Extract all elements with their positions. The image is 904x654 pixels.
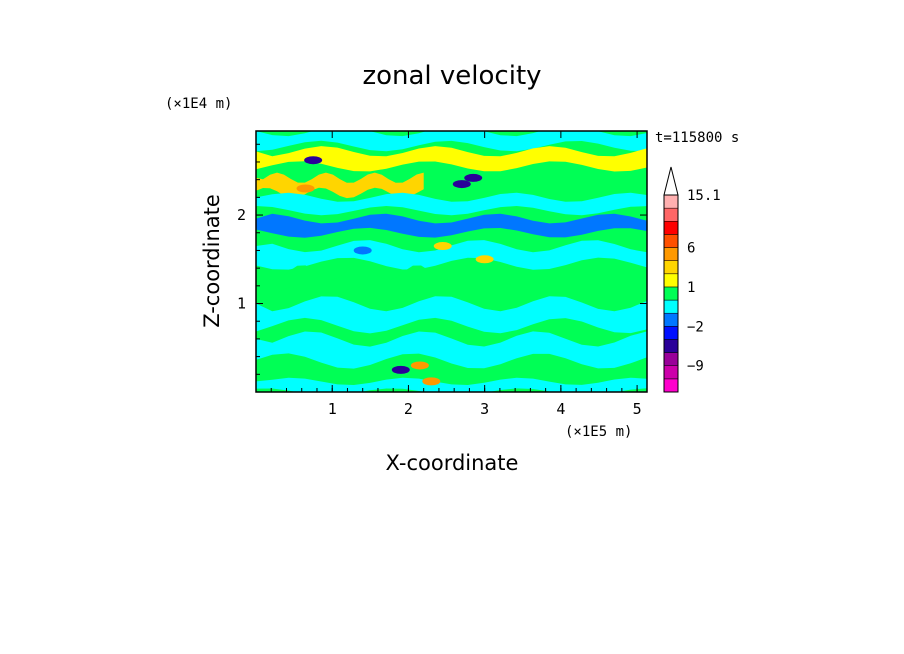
- x-tick-label: 2: [404, 400, 413, 418]
- field-blob: [433, 242, 452, 251]
- colorbar-segment: [663, 234, 679, 248]
- y-axis-label: Z-coordinate: [200, 194, 224, 328]
- field-band: [256, 265, 455, 303]
- y-tick-label: 2: [237, 206, 246, 224]
- colorbar-label: 1: [687, 280, 695, 296]
- colorbar: 15.1 6 1 −2 −9: [663, 166, 721, 393]
- colorbar-overflow-arrow: [663, 166, 679, 196]
- colorbar-segment: [663, 365, 679, 380]
- x-tick-label: 4: [556, 400, 565, 418]
- x-axis-label: X-coordinate: [386, 451, 519, 475]
- field-blob: [391, 365, 410, 374]
- field-band: [256, 377, 647, 392]
- colorbar-segment: [663, 299, 679, 314]
- field-band: [256, 331, 647, 369]
- colorbar-segment: [663, 247, 679, 261]
- colorbar-segment: [663, 339, 679, 353]
- field-band: [256, 131, 647, 152]
- field-blob: [353, 246, 372, 255]
- colorbar-segment: [663, 352, 679, 366]
- colorbar-segment: [663, 260, 679, 275]
- colorbar-label: 6: [687, 241, 695, 257]
- colorbar-label: −2: [687, 319, 704, 335]
- colorbar-frame: [663, 194, 679, 393]
- y-scale-label: (×1E4 m): [165, 96, 232, 112]
- field-blob: [410, 361, 429, 370]
- field-blob: [452, 180, 471, 189]
- colorbar-label: −9: [687, 359, 704, 375]
- field-blob: [475, 255, 494, 264]
- colorbar-segment: [663, 286, 679, 301]
- colorbar-segment: [663, 326, 679, 340]
- colorbar-segment: [663, 221, 679, 235]
- field-band: [256, 213, 647, 238]
- x-tick-label: 5: [633, 400, 642, 418]
- contour-field: [256, 131, 647, 392]
- plot-frame: [255, 130, 648, 393]
- field-blob: [304, 156, 323, 165]
- field-band: [256, 192, 647, 216]
- colorbar-segment: [663, 312, 679, 327]
- field-blob: [422, 377, 441, 386]
- colorbar-segment: [663, 378, 679, 393]
- x-axis: 1 2 3 4 5: [270, 131, 642, 418]
- field-blob: [464, 173, 483, 182]
- x-scale-label: (×1E5 m): [565, 424, 632, 440]
- field-band: [256, 240, 647, 270]
- chart-title: zonal velocity: [362, 61, 541, 91]
- y-axis: 12: [237, 143, 647, 375]
- time-label: t=115800 s: [655, 130, 739, 146]
- colorbar-segment: [663, 194, 679, 209]
- x-tick-label: 3: [480, 400, 489, 418]
- y-tick-label: 1: [237, 295, 246, 313]
- field-band: [256, 296, 647, 334]
- field-blob: [296, 184, 315, 193]
- field-band: [256, 146, 647, 172]
- field-band: [256, 172, 424, 199]
- x-tick-label: 1: [328, 400, 337, 418]
- colorbar-segment: [663, 273, 679, 288]
- colorbar-segment: [663, 207, 679, 222]
- colorbar-label: 15.1: [687, 188, 721, 204]
